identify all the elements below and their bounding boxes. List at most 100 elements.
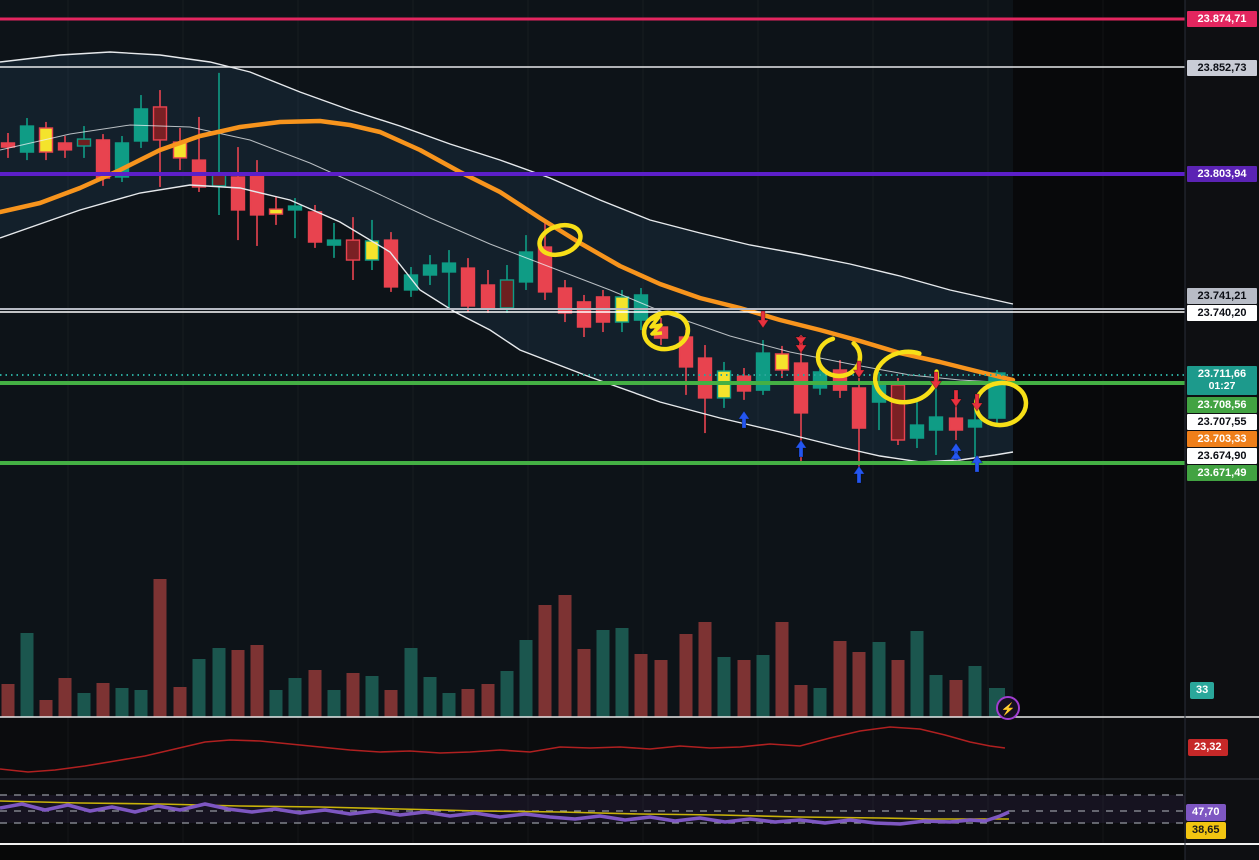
candle-body [422,264,438,276]
annotation-scribble [649,315,663,336]
volume-bar [679,634,693,717]
volume-bar [461,689,475,717]
volume-bar [794,685,808,717]
rsi-ma-value-label: 38,65 [1186,822,1226,839]
bollinger-lower [0,184,1014,463]
volume-bar [308,670,322,717]
volume-bar [327,690,341,717]
sell-arrow-icon [756,310,770,329]
volume-bar [615,628,629,717]
volume-bar [929,675,943,717]
price-axis-label: 23.740,20 [1187,305,1257,321]
volume-bar [231,650,245,717]
sell-arrow-icon [852,360,866,379]
price-axis-label: 23.708,56 [1187,397,1257,413]
candle-body [480,284,496,309]
price-axis-label: 23.874,71 [1187,11,1257,27]
candle-body [326,239,342,246]
annotation-circle[interactable] [641,310,691,352]
volume-bar [288,678,302,717]
candle-body [793,362,809,414]
sell-arrow-icon [794,335,808,354]
indicator2-line [0,726,1006,773]
volume-bar [404,648,418,717]
volume-bar [153,579,167,717]
volume-bar [96,683,110,717]
volume-bar [756,655,770,717]
volume-bar [872,642,886,717]
candle-body [948,417,964,431]
price-axis-label: 23.671,49 [1187,465,1257,481]
volume-bar [192,659,206,717]
volume-bar [346,673,360,717]
sell-arrow-icon [970,393,984,412]
volume-bar [77,693,91,717]
candle-body [537,246,553,293]
volume-bar [910,631,924,717]
candle-body [755,352,771,391]
volume-bar [737,660,751,717]
right-margin-bg [1013,0,1185,717]
volume-bar [833,641,847,717]
buy-arrow-icon [794,439,808,458]
annotation-circle[interactable] [536,220,585,260]
volume-bar [519,640,533,717]
volume-bar [212,648,226,717]
price-axis-label: 23.674,90 [1187,448,1257,464]
volume-bar [558,595,572,717]
volume-bar [442,693,456,717]
candle-body [152,106,168,141]
volume-bar [384,690,398,717]
volume-bar [634,654,648,717]
buy-arrow-icon [970,454,984,473]
volume-bar [1,684,15,717]
indicator2-value-label: 23,32 [1188,739,1228,756]
volume-bar [698,622,712,717]
candle-body [890,384,906,441]
annotation-circle[interactable] [815,335,863,379]
volume-bar [596,630,610,717]
rsi-value-label: 47,70 [1186,804,1226,821]
candle-body [441,262,457,273]
volume-bar [852,652,866,717]
volume-bar [115,688,129,717]
volume-bar [500,671,514,717]
candle-body [268,208,284,215]
volume-bar [365,676,379,717]
annotation-circle[interactable] [871,347,941,407]
rsi-line [0,802,1010,826]
axis-bg [1185,0,1259,860]
candle-body [499,279,515,309]
volume-bar [173,687,187,717]
candle-body [697,357,713,399]
volume-bar [250,645,264,717]
candle-body [38,127,54,153]
candle-body [851,387,867,429]
buy-arrow-icon [737,410,751,429]
volume-bar [891,660,905,717]
candle-body [403,274,419,291]
candle-body [460,267,476,307]
candle-body [928,416,944,431]
orange-ma-line [0,118,1016,383]
candle-body [909,424,925,439]
volume-bar [968,666,982,717]
price-axis-label: 23.711,66 01:27 [1187,366,1257,395]
price-axis-label: 23.852,73 [1187,60,1257,76]
buy-arrow-icon [852,465,866,484]
sell-arrow-icon [929,371,943,390]
candle-body [76,138,92,147]
price-axis-label: 23.803,94 [1187,166,1257,182]
time-axis-strip [0,844,1185,860]
volume-bar [423,677,437,717]
main-pane-bg [0,0,1013,717]
volume-bar [20,633,34,717]
volume-bar [775,622,789,717]
price-axis-label: 23.741,21 [1187,288,1257,304]
candle-body [307,211,323,243]
quick-trade-lightning-button[interactable]: ⚡ [996,696,1020,720]
volume-bar [813,688,827,717]
candle-body [0,142,16,148]
